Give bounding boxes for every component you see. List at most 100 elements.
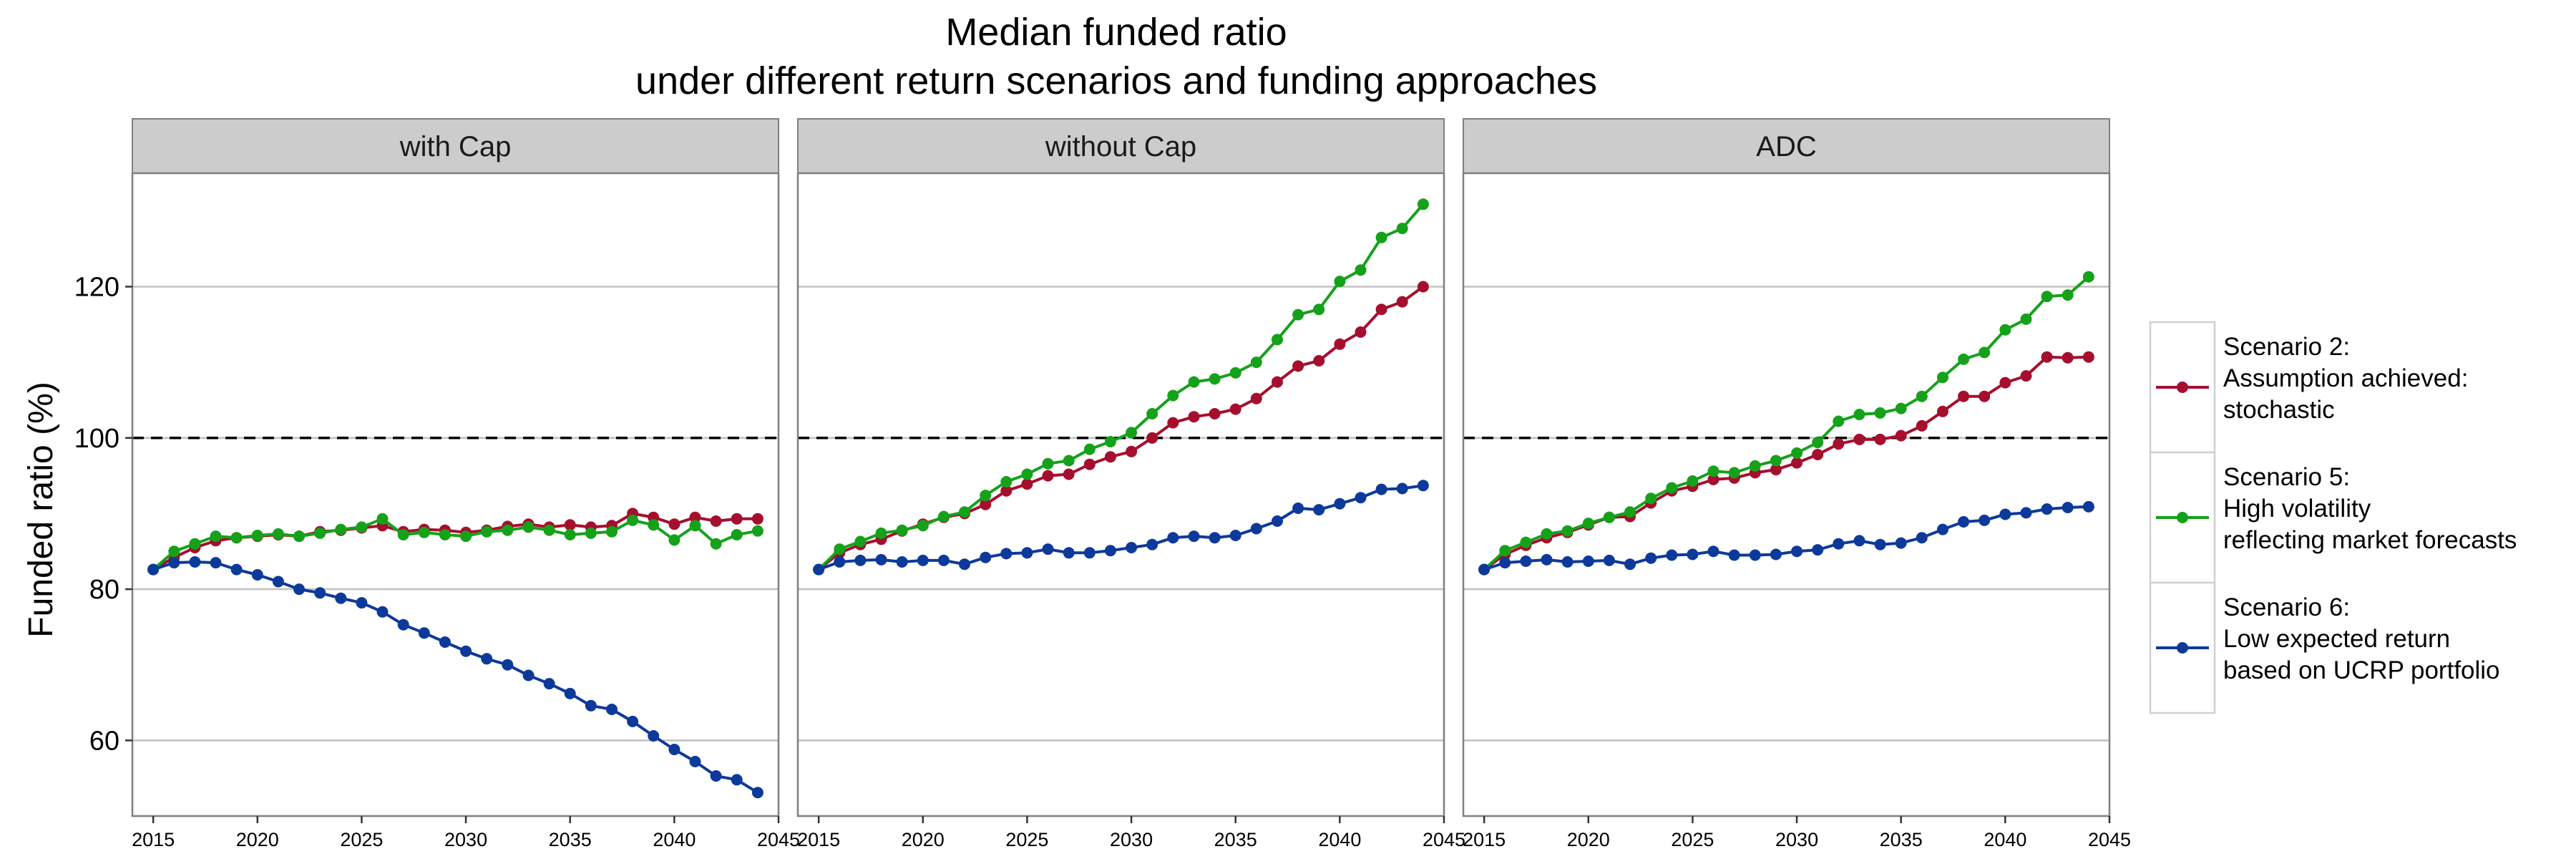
data-point [1063,455,1075,467]
data-point [418,526,430,538]
data-point [1833,538,1845,550]
data-point [875,553,887,566]
data-point [1146,432,1158,444]
data-point [1999,377,2011,389]
data-point [1188,411,1200,423]
data-point [1874,407,1886,419]
legend-label: reflecting market forecasts [2223,526,2517,554]
data-point [1707,473,1719,485]
panel-with-cap: with Cap 2015 2020 2025 2030 2035 2040 2045 60 80… [74,118,800,850]
data-point [1146,408,1158,419]
data-point [1126,542,1138,553]
data-point [1770,455,1782,467]
data-point [356,521,368,533]
data-point [1083,443,1096,455]
data-point [896,556,908,568]
x-tick-label: 2015 [132,829,175,850]
data-point [335,523,347,535]
data-point [1126,445,1138,457]
data-point [980,490,992,502]
data-point [1209,532,1221,544]
facet-strip-label: ADC [1756,131,1816,162]
data-point [1021,547,1033,559]
data-point [1666,482,1678,494]
data-point [210,530,222,543]
data-point [2082,271,2094,283]
data-point [272,576,284,588]
data-point [397,529,409,540]
data-point [834,543,846,555]
data-point [564,519,576,531]
data-point [1396,223,1408,235]
x-tick-label: 2025 [340,829,383,850]
series-scenario2 [813,281,1429,576]
data-point [1417,281,1429,293]
data-point [1126,427,1138,439]
data-point [1499,545,1511,557]
data-point [689,511,701,523]
data-point [147,563,160,576]
data-point [1292,360,1304,372]
data-point [1375,231,1387,243]
data-point [1272,376,1283,388]
x-tick-label: 2040 [653,829,696,850]
legend-key-point [2177,382,2188,393]
x-tick-label: 2040 [1318,829,1361,850]
legend-item-scenario5: Scenario 5: High volatility reflecting mar… [2149,451,2517,584]
data-point [854,554,867,566]
data-point [585,699,597,712]
x-tick-label: 2035 [549,829,592,850]
x-tick-label: 2040 [1984,829,2026,850]
data-point [1624,558,1636,571]
data-point [668,518,680,530]
panel-without-cap: without Cap 2015 2020 2025 2030 2035 2040 2045 [796,118,1465,850]
data-point [2020,370,2032,382]
data-point [627,715,639,727]
data-point [648,730,660,742]
legend-label: Assumption achieved: [2223,364,2468,392]
data-point [1624,506,1636,518]
data-point [397,618,409,631]
data-point [168,557,180,569]
data-point [1292,503,1304,514]
data-point [230,563,243,576]
data-point [1272,515,1283,527]
legend-item-scenario6: Scenario 6: Low expected return based on U… [2149,581,2500,714]
data-point [1104,436,1116,447]
data-point [710,538,722,550]
data-point [917,554,929,566]
data-point [210,557,222,569]
data-point [627,514,639,526]
data-point [1250,356,1262,369]
facet-strip-label: with Cap [399,131,512,162]
data-point [1541,528,1553,540]
data-point [1603,511,1615,523]
y-tick-label: 80 [89,575,119,605]
x-tick-label: 2025 [1671,829,1714,850]
data-point [854,535,867,548]
data-point [460,645,472,657]
data-point [1042,457,1054,470]
data-point [585,527,597,539]
data-point [1812,449,1824,460]
facet-strip [132,118,779,174]
x-tick-label: 2035 [1880,829,1923,850]
x-tick-label: 2045 [1423,829,1465,850]
facet-panels: with Cap 2015 2020 2025 2030 2035 2040 2045 60 80… [74,118,2131,850]
data-point [751,525,763,537]
data-point [564,529,576,540]
data-point [606,525,618,538]
data-point [1666,549,1678,561]
data-point [1895,537,1907,549]
data-point [2062,502,2074,513]
data-point [376,606,389,618]
data-point [522,669,535,681]
data-point [1292,309,1304,321]
data-point [834,556,846,568]
data-point [606,704,618,715]
data-point [689,755,701,767]
data-point [1791,447,1803,459]
x-tick-label: 2025 [1005,829,1048,850]
data-point [2020,313,2032,325]
data-point [2041,503,2053,515]
